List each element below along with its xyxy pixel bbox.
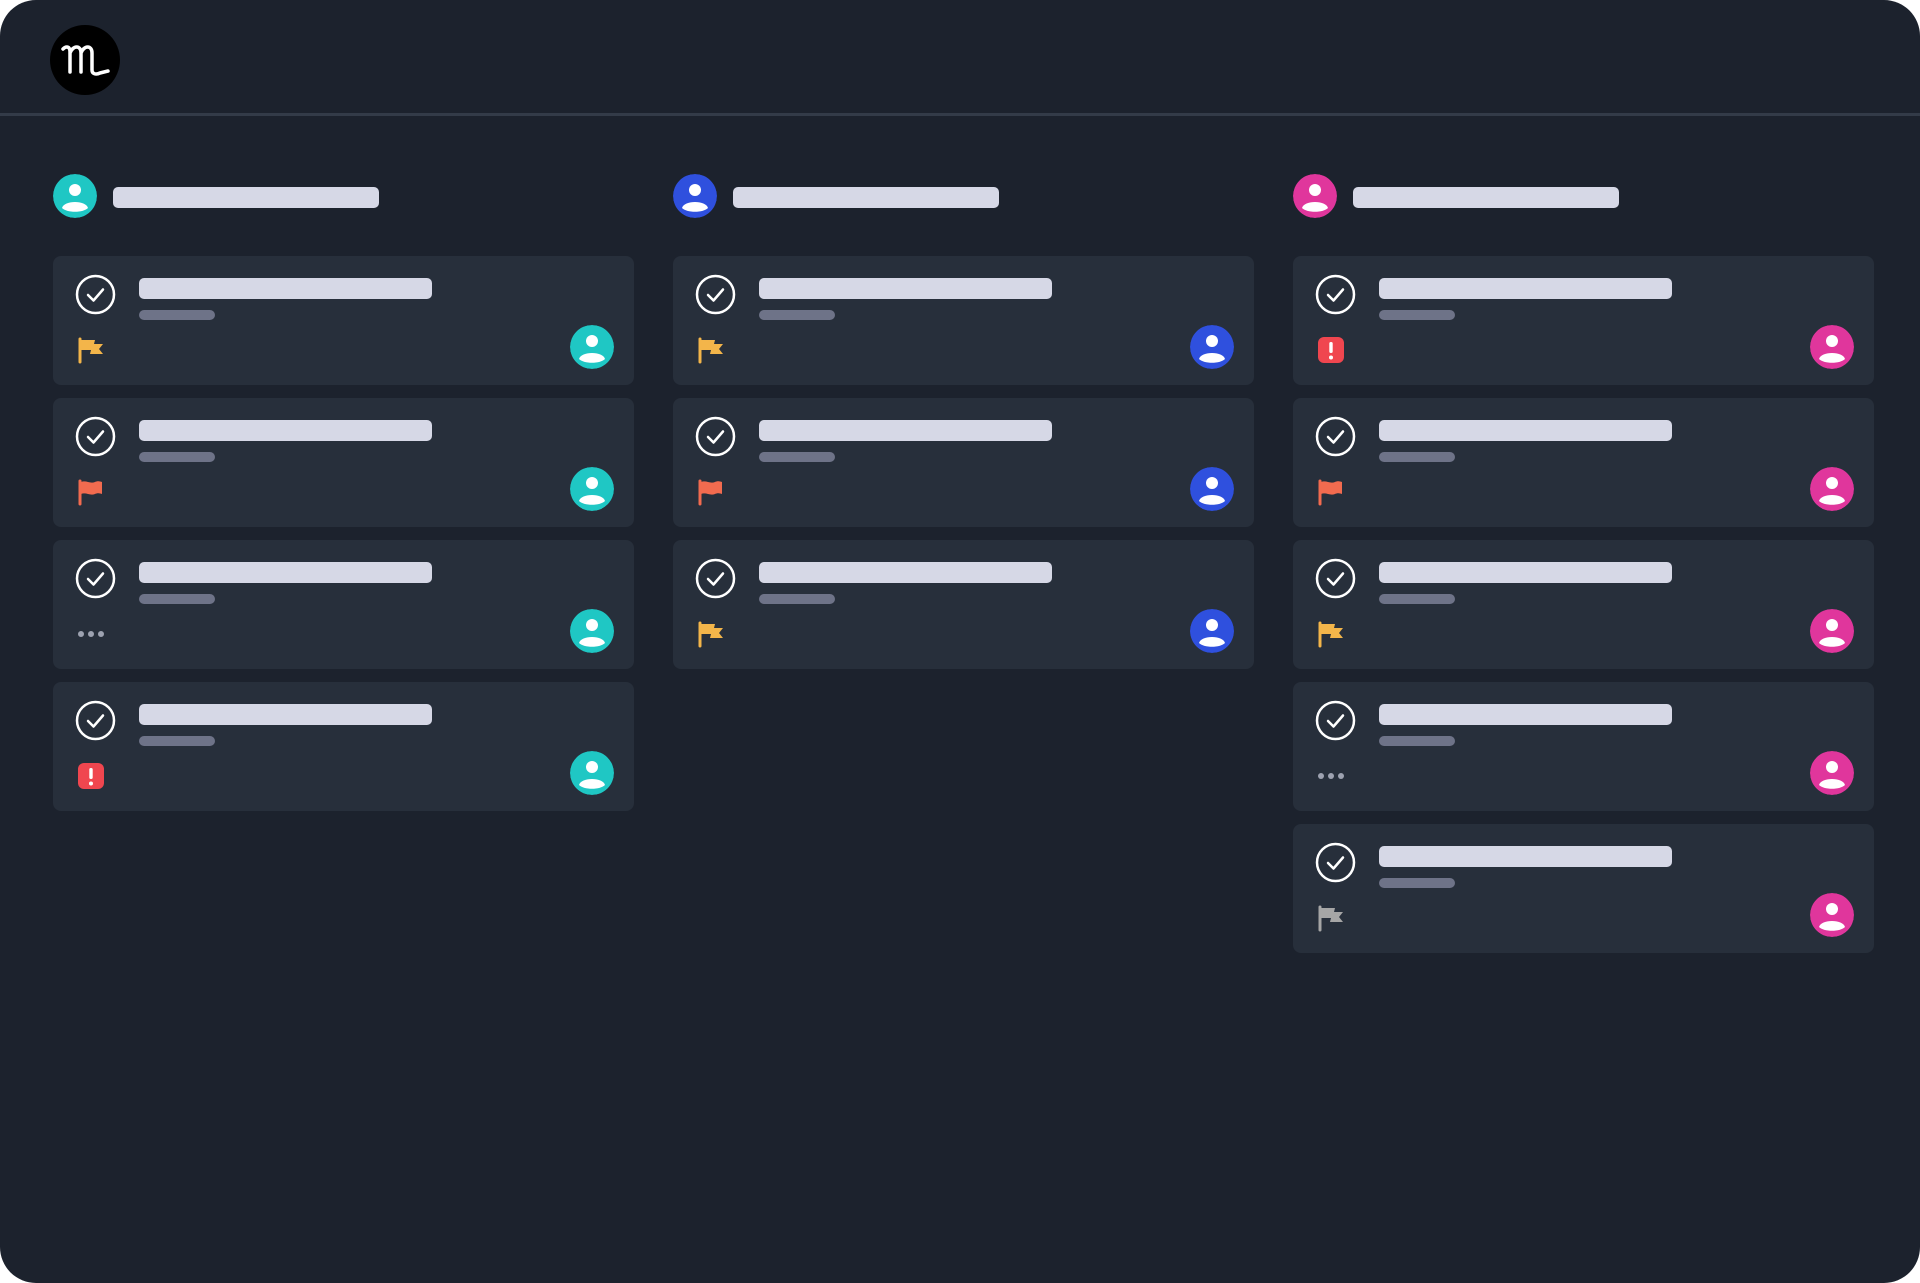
task-card[interactable] bbox=[1293, 398, 1874, 527]
task-subtitle-placeholder bbox=[1379, 878, 1455, 888]
task-title-placeholder bbox=[759, 420, 1052, 441]
task-title-placeholder bbox=[759, 562, 1052, 583]
board-column bbox=[53, 172, 634, 811]
task-subtitle-placeholder bbox=[1379, 310, 1455, 320]
task-card[interactable] bbox=[53, 682, 634, 811]
task-card[interactable] bbox=[1293, 682, 1874, 811]
flag-orange-icon[interactable] bbox=[697, 478, 725, 506]
task-subtitle-placeholder bbox=[759, 310, 835, 320]
flag-yellow-icon[interactable] bbox=[1317, 620, 1345, 648]
assignee-avatar-icon[interactable] bbox=[1190, 467, 1234, 511]
task-card[interactable] bbox=[53, 256, 634, 385]
flag-gray-icon[interactable] bbox=[1317, 904, 1345, 932]
assignee-avatar-icon[interactable] bbox=[1190, 325, 1234, 369]
check-circle-icon[interactable] bbox=[75, 700, 116, 741]
board-column bbox=[673, 172, 1254, 669]
ellipsis-icon[interactable] bbox=[1317, 762, 1345, 790]
assignee-avatar-icon[interactable] bbox=[1810, 467, 1854, 511]
check-circle-icon[interactable] bbox=[1315, 558, 1356, 599]
check-circle-icon[interactable] bbox=[695, 274, 736, 315]
flag-yellow-icon[interactable] bbox=[697, 336, 725, 364]
check-circle-icon[interactable] bbox=[695, 558, 736, 599]
task-subtitle-placeholder bbox=[759, 452, 835, 462]
column-title-placeholder bbox=[733, 187, 999, 208]
task-card[interactable] bbox=[673, 398, 1254, 527]
task-subtitle-placeholder bbox=[1379, 452, 1455, 462]
assignee-avatar-icon[interactable] bbox=[570, 325, 614, 369]
task-title-placeholder bbox=[1379, 562, 1672, 583]
column-title-placeholder bbox=[1353, 187, 1619, 208]
check-circle-icon[interactable] bbox=[75, 274, 116, 315]
alert-icon[interactable] bbox=[77, 762, 105, 790]
monogram-logo-icon[interactable] bbox=[50, 25, 120, 95]
flag-orange-icon[interactable] bbox=[77, 478, 105, 506]
task-card[interactable] bbox=[673, 540, 1254, 669]
check-circle-icon[interactable] bbox=[695, 416, 736, 457]
task-card[interactable] bbox=[1293, 824, 1874, 953]
task-title-placeholder bbox=[1379, 420, 1672, 441]
flag-orange-icon[interactable] bbox=[1317, 478, 1345, 506]
task-subtitle-placeholder bbox=[1379, 736, 1455, 746]
ellipsis-icon[interactable] bbox=[77, 620, 105, 648]
user-avatar-icon[interactable] bbox=[673, 174, 717, 218]
check-circle-icon[interactable] bbox=[1315, 274, 1356, 315]
column-header[interactable] bbox=[673, 172, 1254, 220]
task-subtitle-placeholder bbox=[1379, 594, 1455, 604]
user-avatar-icon[interactable] bbox=[53, 174, 97, 218]
task-title-placeholder bbox=[759, 278, 1052, 299]
check-circle-icon[interactable] bbox=[1315, 700, 1356, 741]
check-circle-icon[interactable] bbox=[75, 558, 116, 599]
assignee-avatar-icon[interactable] bbox=[1810, 893, 1854, 937]
task-title-placeholder bbox=[1379, 704, 1672, 725]
task-card[interactable] bbox=[53, 398, 634, 527]
task-card[interactable] bbox=[1293, 540, 1874, 669]
check-circle-icon[interactable] bbox=[75, 416, 116, 457]
assignee-avatar-icon[interactable] bbox=[570, 467, 614, 511]
user-avatar-icon[interactable] bbox=[1293, 174, 1337, 218]
column-header[interactable] bbox=[53, 172, 634, 220]
task-title-placeholder bbox=[1379, 846, 1672, 867]
assignee-avatar-icon[interactable] bbox=[1810, 609, 1854, 653]
task-subtitle-placeholder bbox=[139, 452, 215, 462]
flag-yellow-icon[interactable] bbox=[697, 620, 725, 648]
task-card[interactable] bbox=[673, 256, 1254, 385]
assignee-avatar-icon[interactable] bbox=[1190, 609, 1234, 653]
task-title-placeholder bbox=[139, 278, 432, 299]
board-column bbox=[1293, 172, 1874, 953]
task-subtitle-placeholder bbox=[759, 594, 835, 604]
task-subtitle-placeholder bbox=[139, 736, 215, 746]
assignee-avatar-icon[interactable] bbox=[1810, 751, 1854, 795]
task-card[interactable] bbox=[1293, 256, 1874, 385]
check-circle-icon[interactable] bbox=[1315, 416, 1356, 457]
alert-icon[interactable] bbox=[1317, 336, 1345, 364]
task-subtitle-placeholder bbox=[139, 310, 215, 320]
task-subtitle-placeholder bbox=[139, 594, 215, 604]
check-circle-icon[interactable] bbox=[1315, 842, 1356, 883]
task-card[interactable] bbox=[53, 540, 634, 669]
column-header[interactable] bbox=[1293, 172, 1874, 220]
task-title-placeholder bbox=[139, 704, 432, 725]
task-title-placeholder bbox=[139, 562, 432, 583]
column-title-placeholder bbox=[113, 187, 379, 208]
task-title-placeholder bbox=[139, 420, 432, 441]
assignee-avatar-icon[interactable] bbox=[1810, 325, 1854, 369]
top-bar bbox=[0, 0, 1920, 116]
assignee-avatar-icon[interactable] bbox=[570, 609, 614, 653]
task-title-placeholder bbox=[1379, 278, 1672, 299]
flag-yellow-icon[interactable] bbox=[77, 336, 105, 364]
assignee-avatar-icon[interactable] bbox=[570, 751, 614, 795]
